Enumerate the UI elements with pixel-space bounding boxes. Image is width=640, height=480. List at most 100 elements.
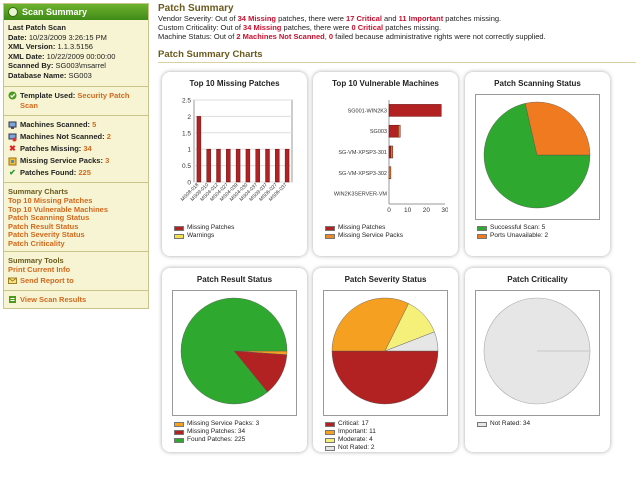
x-tick-label: 0 — [387, 207, 391, 214]
bar — [235, 148, 241, 183]
stat-patches-found: ✔ Patches Found: 225 — [9, 168, 91, 177]
chart-patch-criticality — [483, 297, 591, 405]
legend-missing-patches: Missing Patches — [338, 224, 386, 231]
bar — [226, 148, 231, 183]
results-icon — [8, 295, 17, 304]
y-tick-label: 2.5 — [182, 98, 191, 105]
info-date: Date: 10/23/2009 3:26:15 PM — [8, 32, 107, 42]
card-patch-criticality: Patch Criticality Not Rated: 34 — [465, 268, 610, 452]
bar — [388, 124, 399, 138]
chart-patch-result-status — [180, 297, 288, 405]
legend-item: Important: 11 — [325, 428, 376, 436]
link-patch-result-status[interactable]: Patch Result Status — [8, 221, 79, 231]
send-report-row[interactable]: Send Report to — [4, 275, 148, 287]
bar — [388, 166, 392, 180]
email-icon — [8, 276, 17, 285]
scan-summary-sidebar: Scan Summary Last Patch Scan Date: 10/23… — [3, 3, 149, 309]
legend-item: Not Rated: 34 — [477, 420, 530, 428]
stat-machines-not-scanned: Machines Not Scanned: 2 — [4, 131, 148, 143]
computer-icon — [8, 121, 17, 130]
legend-swatch — [325, 429, 335, 435]
link-patch-criticality[interactable]: Patch Criticality — [8, 238, 65, 248]
pie-slice — [384, 331, 439, 352]
x-tick-label: 10 — [404, 207, 412, 214]
legend-swatch — [477, 225, 487, 231]
link-patch-scanning-status[interactable]: Patch Scanning Status — [8, 213, 90, 222]
chart-title: Top 10 Vulnerable Machines — [332, 79, 439, 88]
info-xml-date: XML Date: 10/22/2009 00:00:00 — [8, 51, 116, 61]
pie-slice — [331, 297, 409, 352]
link-patch-severity-status[interactable]: Patch Severity Status — [8, 230, 85, 239]
legend-label: Found Patches: 225 — [187, 436, 246, 443]
link-top-10-missing-patches[interactable]: Top 10 Missing Patches — [8, 196, 93, 205]
bar — [245, 148, 251, 183]
legend-label: Missing Service Packs: 3 — [187, 420, 260, 427]
chart-title: Patch Severity Status — [344, 275, 427, 284]
service-pack-icon — [8, 157, 17, 166]
link-send-report[interactable]: Send Report to — [20, 275, 74, 285]
template-used: Template Used: Security Patch Scan — [4, 90, 148, 112]
y-tick-label: 0.5 — [182, 163, 191, 170]
pie-slice — [331, 350, 439, 405]
bar — [390, 145, 393, 159]
link-view-scan-results[interactable]: View Scan Results — [20, 294, 87, 304]
bar — [398, 124, 401, 138]
y-tick-label: 1.5 — [182, 130, 191, 137]
summary-tools-heading: Summary Tools — [8, 256, 64, 265]
legend-swatch — [325, 445, 335, 451]
stat-missing-service-packs: Missing Service Packs: 3 — [4, 155, 148, 167]
y-tick-label: 2 — [187, 114, 191, 121]
view-scan-results-row[interactable]: View Scan Results — [4, 294, 148, 306]
template-link[interactable]: Security Patch Scan — [20, 91, 130, 110]
legend-item: Moderate: 4 — [325, 436, 376, 444]
legend-label: Not Rated: 2 — [338, 444, 375, 451]
pie-slice — [524, 101, 591, 156]
pie-slice — [180, 297, 288, 405]
legend-label: Not Rated: 34 — [490, 420, 531, 427]
info-xml-version: XML Version: 1.1.3.5156 — [8, 42, 93, 51]
legend-warnings: Warnings — [187, 232, 215, 239]
pie-slice — [483, 103, 591, 209]
chart-legend: Missing Service Packs: 3 Missing Patches:… — [174, 420, 259, 444]
y-tick-label: SG003 — [370, 129, 387, 135]
legend-item: Missing Service Packs: 3 — [174, 420, 259, 428]
bar — [275, 148, 280, 183]
legend-label: Critical: 17 — [338, 420, 369, 427]
stat-machines-scanned: Machines Scanned: 5 — [4, 119, 148, 131]
chart-legend: Missing Patches Missing Service Packs — [325, 224, 403, 240]
legend-swatch — [174, 429, 184, 435]
y-tick-label: SG001-WIN2K3 — [348, 108, 387, 114]
bar — [196, 116, 202, 183]
link-print-current-info[interactable]: Print Current Info — [8, 265, 71, 274]
charts-section-heading: Patch Summary Charts — [158, 49, 636, 63]
card-patch-severity-status: Patch Severity Status Critical: 17 Import… — [313, 268, 458, 452]
card-top-10-missing-patches: Top 10 Missing Patches 0 0.5 1 1.5 2 2.5 MS08-… — [162, 72, 307, 256]
computer-error-icon — [8, 133, 17, 142]
legend-swatch — [477, 233, 487, 239]
main-content: Patch Summary Vendor Severity: Out of 34… — [158, 3, 636, 63]
legend-item: Successful Scan: 5 — [477, 224, 548, 232]
bar — [265, 148, 270, 183]
legend-item: Critical: 17 — [325, 420, 376, 428]
sidebar-header: Scan Summary — [4, 4, 148, 20]
summary-charts-heading: Summary Charts — [8, 187, 69, 196]
last-scan-info: Last Patch Scan Date: 10/23/2009 3:26:15… — [4, 20, 148, 83]
chart-title: Patch Criticality — [507, 275, 568, 284]
card-patch-result-status: Patch Result Status Missing Service Pack… — [162, 268, 307, 452]
sidebar-title: Scan Summary — [22, 7, 88, 17]
chart-legend: Successful Scan: 5 Ports Unavailable: 2 — [477, 224, 548, 240]
chart-legend: Missing Patches Warnings — [174, 224, 234, 240]
card-patch-scanning-status: Patch Scanning Status Successful Scan: 5… — [465, 72, 610, 256]
legend-item: Found Patches: 225 — [174, 436, 259, 444]
chart-top-10-vulnerable-machines: 0 10 20 30 SG001-WIN2K3 SG003 SG-VM-XPSP3-301 S… — [334, 100, 449, 214]
legend-swatch — [325, 421, 335, 427]
bar — [388, 145, 392, 159]
chart-title: Patch Result Status — [196, 275, 273, 284]
chart-title: Top 10 Missing Patches — [189, 79, 280, 88]
card-top-10-vulnerable-machines: Top 10 Vulnerable Machines 0 10 20 30 SG001-… — [313, 72, 458, 256]
legend-swatch — [477, 421, 487, 427]
x-tick-label: 30 — [441, 207, 448, 214]
vendor-severity-line: Vendor Severity: Out of 34 Missing patch… — [158, 14, 502, 23]
bar — [255, 148, 260, 183]
link-top-10-vulnerable-machines[interactable]: Top 10 Vulnerable Machines — [8, 204, 109, 214]
